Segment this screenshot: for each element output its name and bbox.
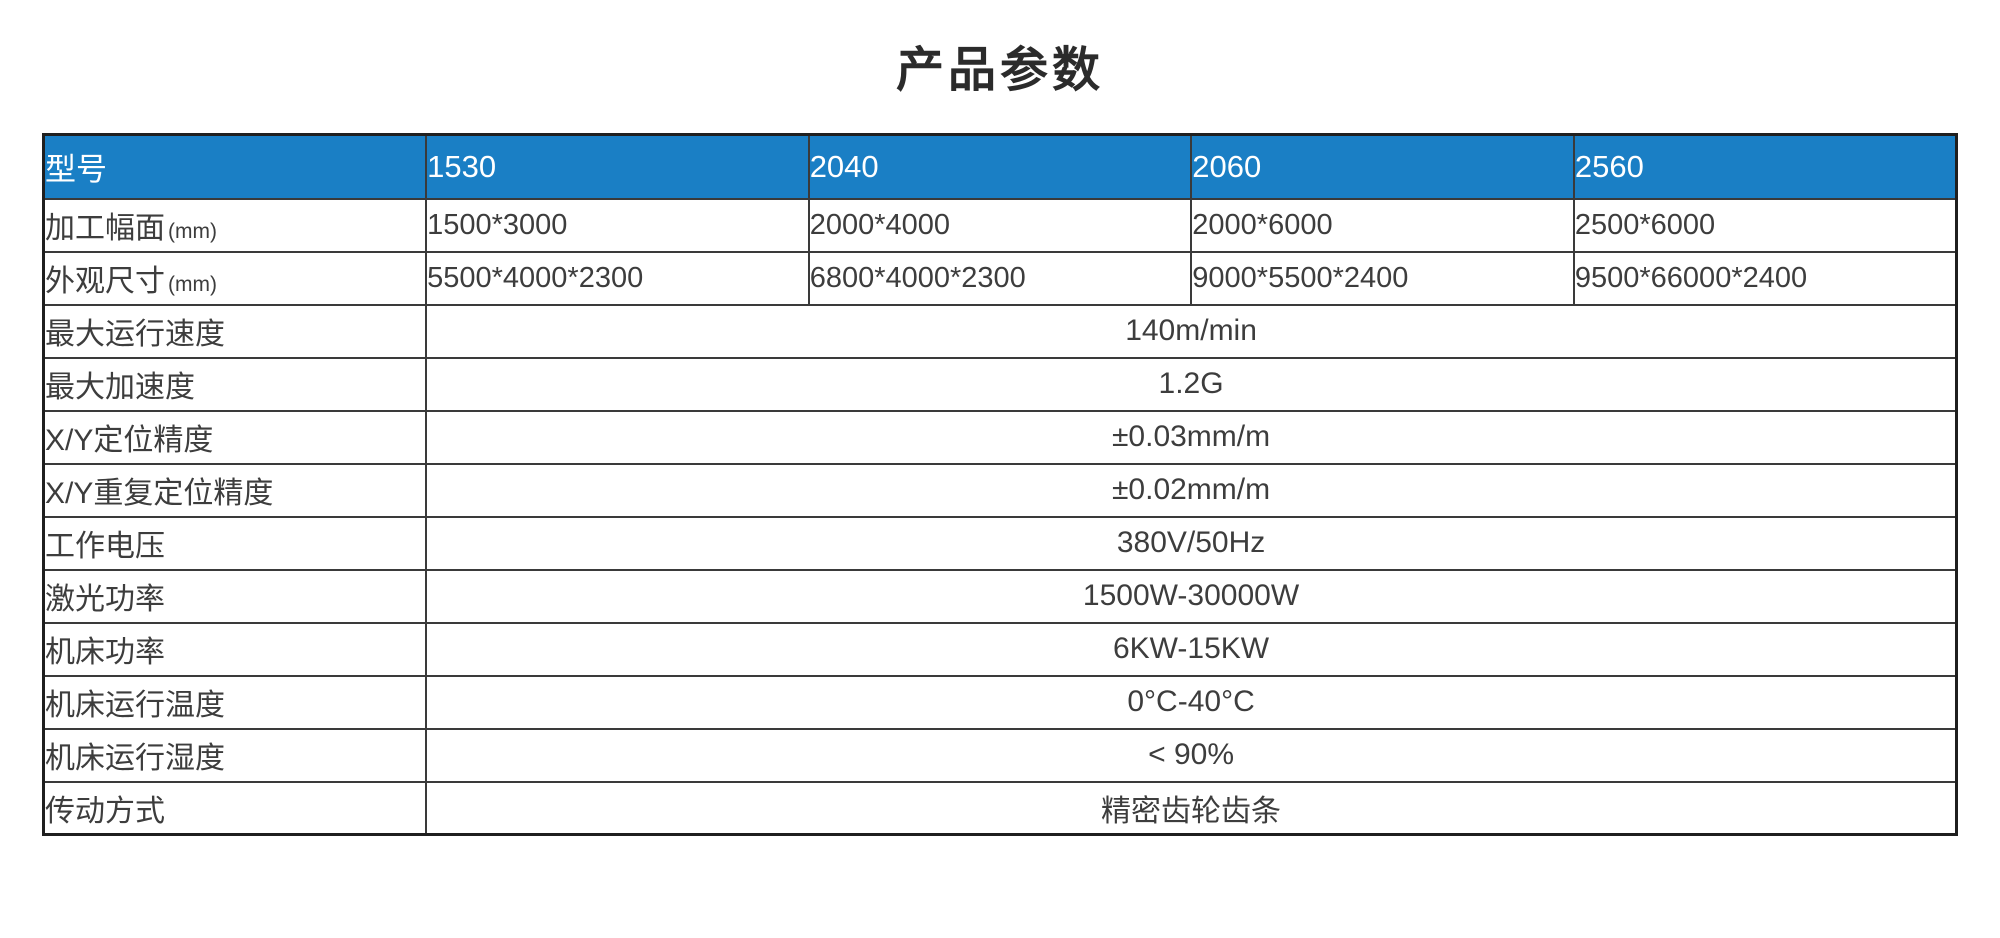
table-row-machine-power: 机床功率 6KW-15KW [42,621,1958,677]
table-row-laser-power: 激光功率 1500W-30000W [42,568,1958,624]
table-row-max-acceleration: 最大加速度 1.2G [42,356,1958,412]
row-label: 最大运行速度 [42,303,428,359]
table-header-row: 型号 1530 2040 2060 2560 [42,133,1958,200]
span-value: 380V/50Hz [425,515,1958,571]
column-header-model: 型号 [42,133,428,200]
row-label: 机床功率 [42,621,428,677]
row-label: 机床运行温度 [42,674,428,730]
table-row-dimensions: 外观尺寸 (mm) 5500*4000*2300 6800*4000*2300 9… [42,250,1958,306]
column-header-2060: 2060 [1190,133,1575,200]
row-label: 工作电压 [42,515,428,571]
cell-value: 5500*4000*2300 [425,250,810,306]
row-label: 机床运行湿度 [42,727,428,783]
column-header-2040: 2040 [807,133,1193,200]
cell-value: 1500*3000 [425,197,810,253]
cell-value: 6800*4000*2300 [807,250,1193,306]
table-row-working-area: 加工幅面 (mm) 1500*3000 2000*4000 2000*6000 2… [42,197,1958,253]
cell-value: 9500*66000*2400 [1572,250,1958,306]
row-label-text: 加工幅面 [45,212,165,245]
row-label: X/Y重复定位精度 [42,462,428,518]
row-label: 激光功率 [42,568,428,624]
table-row-working-voltage: 工作电压 380V/50Hz [42,515,1958,571]
table-row-operating-humidity: 机床运行湿度 < 90% [42,727,1958,783]
table-row-operating-temperature: 机床运行温度 0°C-40°C [42,674,1958,730]
row-label: 最大加速度 [42,356,428,412]
table-row-positioning-accuracy: X/Y定位精度 ±0.03mm/m [42,409,1958,465]
column-header-2560: 2560 [1572,133,1958,200]
row-label: 外观尺寸 (mm) [42,250,428,306]
table-row-max-speed: 最大运行速度 140m/min [42,303,1958,359]
row-label: X/Y定位精度 [42,409,428,465]
span-value: ±0.03mm/m [425,409,1958,465]
row-label-unit: (mm) [168,220,217,243]
table-row-repeat-accuracy: X/Y重复定位精度 ±0.02mm/m [42,462,1958,518]
cell-value: 2500*6000 [1572,197,1958,253]
spec-table: 型号 1530 2040 2060 2560 加工幅面 (mm) 1500*300… [42,133,1958,836]
row-label: 加工幅面 (mm) [42,197,428,253]
row-label-text: 外观尺寸 [45,265,165,298]
cell-value: 2000*6000 [1190,197,1575,253]
cell-value: 9000*5500*2400 [1190,250,1575,306]
page-title: 产品参数 [895,44,1104,97]
span-value: 1500W-30000W [425,568,1958,624]
span-value: 0°C-40°C [425,674,1958,730]
span-value: 140m/min [425,303,1958,359]
row-label-unit: (mm) [168,273,217,296]
span-value: 精密齿轮齿条 [425,780,1958,836]
span-value: 6KW-15KW [425,621,1958,677]
row-label: 传动方式 [42,780,428,836]
span-value: 1.2G [425,356,1958,412]
table-row-transmission: 传动方式 精密齿轮齿条 [42,780,1958,836]
column-header-1530: 1530 [425,133,810,200]
cell-value: 2000*4000 [807,197,1193,253]
span-value: < 90% [425,727,1958,783]
span-value: ±0.02mm/m [425,462,1958,518]
